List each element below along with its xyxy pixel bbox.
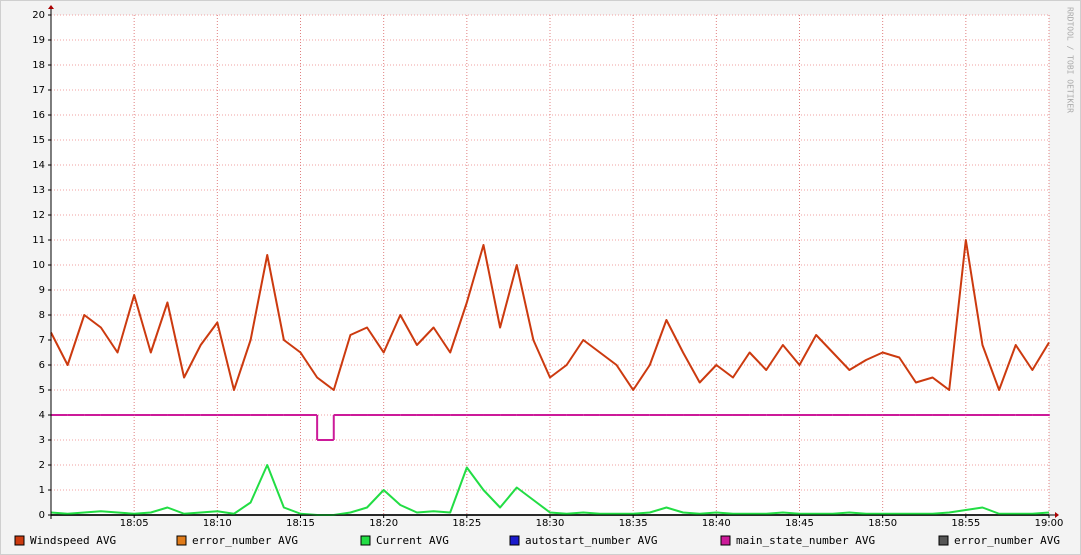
y-tick-label: 11 bbox=[32, 235, 45, 246]
y-tick-label: 5 bbox=[39, 385, 45, 396]
y-tick-label: 7 bbox=[39, 335, 45, 346]
y-tick-label: 0 bbox=[39, 510, 45, 521]
x-tick-label: 19:00 bbox=[1035, 518, 1064, 529]
legend-swatch bbox=[509, 535, 520, 546]
legend-swatch bbox=[14, 535, 25, 546]
x-tick-label: 18:50 bbox=[868, 518, 897, 529]
y-tick-label: 6 bbox=[39, 360, 45, 371]
x-arrow bbox=[1055, 512, 1059, 518]
watermark: RRDTOOL / TOBI OETIKER bbox=[1066, 7, 1075, 113]
y-tick-label: 15 bbox=[32, 135, 45, 146]
legend-swatch bbox=[360, 535, 371, 546]
y-tick-label: 9 bbox=[39, 285, 45, 296]
x-tick-label: 18:55 bbox=[951, 518, 980, 529]
y-tick-label: 16 bbox=[32, 110, 45, 121]
x-tick-label: 18:20 bbox=[369, 518, 398, 529]
x-tick-label: 18:35 bbox=[619, 518, 648, 529]
y-tick-label: 13 bbox=[32, 185, 45, 196]
x-tick-label: 18:45 bbox=[785, 518, 814, 529]
step-end bbox=[1048, 414, 1050, 416]
series-line bbox=[50, 239, 1050, 391]
y-tick-label: 10 bbox=[32, 260, 45, 271]
legend-label: Windspeed AVG bbox=[30, 534, 116, 547]
legend-label: main_state_number AVG bbox=[736, 534, 875, 547]
legend-label: error_number AVG bbox=[954, 534, 1060, 547]
y-tick-label: 18 bbox=[32, 60, 45, 71]
legend: Windspeed AVG error_number AVG Current AVG… bbox=[14, 534, 1060, 547]
x-tick-label: 18:30 bbox=[536, 518, 565, 529]
y-tick-label: 14 bbox=[32, 160, 45, 171]
legend-swatch bbox=[176, 535, 187, 546]
y-tick-label: 8 bbox=[39, 310, 45, 321]
y-tick-label: 19 bbox=[32, 35, 45, 46]
series-line bbox=[50, 464, 1050, 516]
legend-swatch bbox=[938, 535, 949, 546]
y-arrow bbox=[48, 5, 54, 9]
y-tick-label: 4 bbox=[39, 410, 45, 421]
legend-label: error_number AVG bbox=[192, 534, 298, 547]
x-tick-label: 18:40 bbox=[702, 518, 731, 529]
y-tick-label: 1 bbox=[39, 485, 45, 496]
y-tick-label: 20 bbox=[32, 10, 45, 21]
x-tick-label: 18:10 bbox=[203, 518, 232, 529]
y-tick-label: 3 bbox=[39, 435, 45, 446]
legend-label: Current AVG bbox=[376, 534, 449, 547]
y-tick-label: 12 bbox=[32, 210, 45, 221]
x-tick-label: 18:15 bbox=[286, 518, 315, 529]
legend-swatch bbox=[720, 535, 731, 546]
y-tick-label: 17 bbox=[32, 85, 45, 96]
x-tick-label: 18:25 bbox=[452, 518, 481, 529]
x-tick-label: 18:05 bbox=[120, 518, 149, 529]
y-tick-label: 2 bbox=[39, 460, 45, 471]
legend-label: autostart_number AVG bbox=[525, 534, 657, 547]
